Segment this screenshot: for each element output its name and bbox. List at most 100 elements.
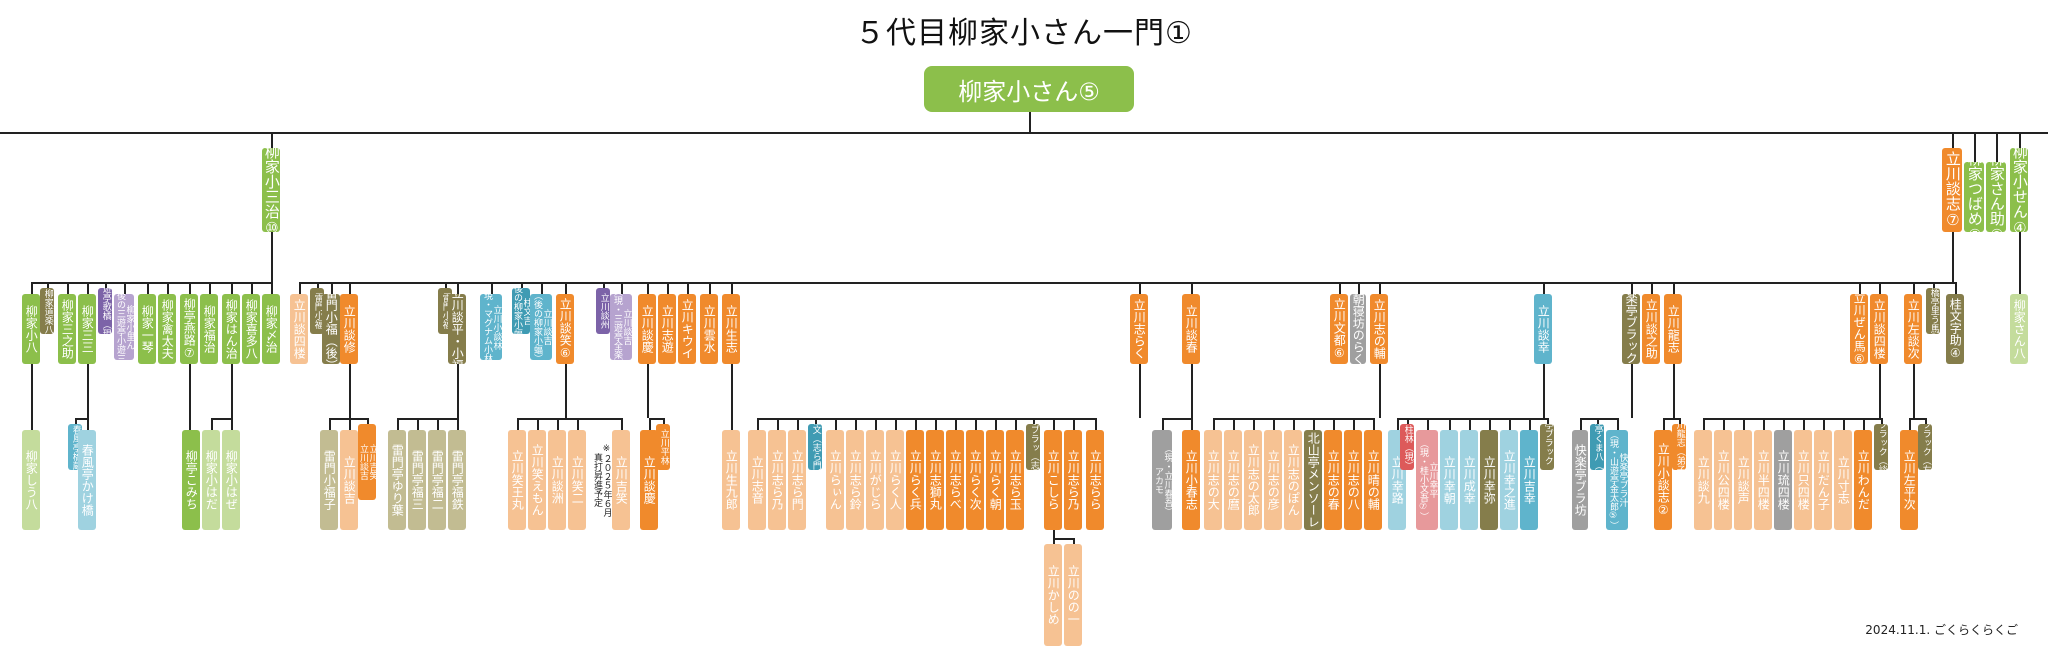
member-g_f7: 立川がじら: [866, 430, 884, 530]
member-label: 立川志の大: [1206, 450, 1221, 510]
member-g_j1: 快楽亭ブラ坊: [1572, 430, 1588, 530]
member-label: 雷門小福: [440, 293, 451, 329]
member-label: 柳家福治: [202, 305, 217, 353]
member-label: 立川談声: [1736, 456, 1751, 504]
connector-line: [647, 282, 649, 294]
member-label: 立川幸平 （現・桂小文吾⑦）: [1418, 439, 1438, 521]
connector-line: [1095, 418, 1097, 430]
member-label: 立川吉笑: [614, 456, 629, 504]
member-d1: 立川談四楼: [290, 294, 308, 364]
connector-line: [1053, 538, 1073, 540]
member-d23: 立川談幸: [1534, 294, 1552, 364]
member-g_f20: 立川のの一: [1064, 544, 1082, 646]
connector-line: [1469, 418, 1471, 430]
member-label: 柳家小八: [24, 305, 39, 353]
member-d13: 立川談慶: [638, 294, 656, 364]
connector-line: [1803, 418, 1805, 430]
connector-line: [835, 418, 837, 430]
connector-line: [251, 282, 253, 294]
member-label: 桂文字助④: [1948, 298, 1963, 360]
member-tsub_c3: 柳家三之助: [58, 294, 76, 364]
connector-line: [1617, 418, 1619, 430]
member-g_b4: 立川笑二: [568, 430, 586, 530]
connector-line: [1379, 282, 1381, 294]
connector-line: [1703, 418, 1705, 430]
member-label: 柳家小せん④: [2010, 148, 2028, 232]
member-label: 快楽亭ブラック②: [1624, 294, 1639, 364]
member-tsub_c8: 柳家禽太夫: [158, 294, 176, 364]
member-g_i5: 立川成幸: [1460, 430, 1478, 530]
connector-line: [731, 282, 733, 294]
member-g_h8: 立川志の八: [1344, 430, 1362, 530]
connector-line: [521, 282, 523, 288]
member-label: 立川こしら: [1046, 450, 1061, 510]
member-g_m1: 立川左平次: [1900, 430, 1918, 530]
member-g_l5: 立川琉四楼: [1774, 430, 1792, 530]
member-label: 立川生志: [724, 305, 739, 353]
member-label: 朝寝坊のらく: [1351, 294, 1366, 364]
member-label: 立川志の太郎: [1246, 444, 1261, 516]
connector-line: [31, 282, 271, 284]
member-label: 立川志音: [750, 456, 765, 504]
connector-line: [271, 232, 273, 282]
connector-line: [1449, 418, 1451, 430]
member-d26: 立川龍志: [1664, 294, 1682, 364]
connector-line: [1952, 132, 1954, 148]
member-sansuke: 柳家さん助②: [1986, 162, 2006, 232]
connector-line: [1053, 538, 1055, 544]
connector-line: [329, 418, 367, 420]
member-label: 立川談志⑦: [1943, 151, 1962, 229]
member-d10: 立川談笑⑥: [556, 294, 574, 364]
connector-line: [1293, 418, 1295, 430]
member-label: 立川談幸: [1536, 305, 1551, 353]
member-label: 雷門小福子: [322, 450, 337, 510]
member-g_l7: 立川だん子: [1814, 430, 1832, 530]
member-d4: 立川談修: [340, 294, 358, 364]
connector-line: [105, 282, 107, 288]
member-tsub_c2: 柳家道楽八: [40, 288, 54, 334]
member-d11: 立川談州: [596, 288, 610, 334]
member-g_e1: 立川生九郎: [722, 430, 740, 530]
member-label: 立川志の輔: [1372, 299, 1387, 359]
member-label: 快楽亭ブラ汁 （現・山遊亭金太郎⑤）: [1608, 430, 1628, 530]
connector-line: [1955, 282, 1957, 294]
member-label: 立川小春志: [1184, 450, 1199, 510]
member-g_c1: 立川談慶: [640, 430, 658, 530]
member-label: 立川吉笑 立川談吉: [358, 444, 376, 480]
connector-line: [457, 418, 459, 430]
member-label: 土橋亭里う馬⑩: [1928, 288, 1939, 334]
member-g_a7: 雷門亭福鉄: [448, 430, 466, 530]
member-kosanji: 柳家小三治⑩: [262, 148, 280, 232]
connector-line: [565, 282, 567, 294]
member-label: 快楽亭ブラッ（志ら乃）: [1028, 424, 1039, 470]
connector-line: [777, 418, 779, 430]
member-label: 立川志のぽん: [1286, 444, 1301, 516]
connector-line: [31, 364, 33, 430]
member-g_l2: 立川公四楼: [1714, 430, 1732, 530]
connector-line: [31, 282, 33, 294]
member-label: 柳家さん八: [2012, 299, 2027, 359]
member-g_f10: 立川志獅丸: [926, 430, 944, 530]
connector-line: [1053, 418, 1055, 430]
connector-line: [1933, 282, 1935, 288]
member-label: 柳家三三: [80, 305, 95, 353]
connector-line: [1703, 418, 1881, 420]
member-d12: 立川談吉 （現・三遊亭全楽）: [610, 294, 632, 360]
member-d14: 立川志遊: [658, 294, 676, 364]
connector-line: [565, 364, 567, 418]
member-g_f3: 立川志ら門: [788, 430, 806, 530]
connector-line: [1139, 282, 1141, 294]
member-g_h4: 立川志の彦: [1264, 430, 1282, 530]
member-label: 快楽亭ブラック（談四楼）: [1876, 424, 1887, 470]
member-g_i4: 立川幸朝: [1440, 430, 1458, 530]
connector-line: [0, 132, 2048, 134]
member-g_f17: 立川志ら乃: [1064, 430, 1082, 530]
member-g_j3: 快楽亭ブラ汁 （現・山遊亭金太郎⑤）: [1606, 430, 1628, 530]
member-label: 立川談洲: [550, 456, 565, 504]
connector-line: [1543, 364, 1545, 418]
member-g_h5: 立川志のぽん: [1284, 430, 1302, 530]
member-tsub_g6: 柳家小はぜ: [222, 430, 240, 530]
member-g_l10: 快楽亭ブラック（談四楼）: [1874, 424, 1888, 470]
member-g_f2: 立川志ら乃: [768, 430, 786, 530]
member-label: 柱文吉 （後の柳家小蝠）: [512, 288, 530, 334]
